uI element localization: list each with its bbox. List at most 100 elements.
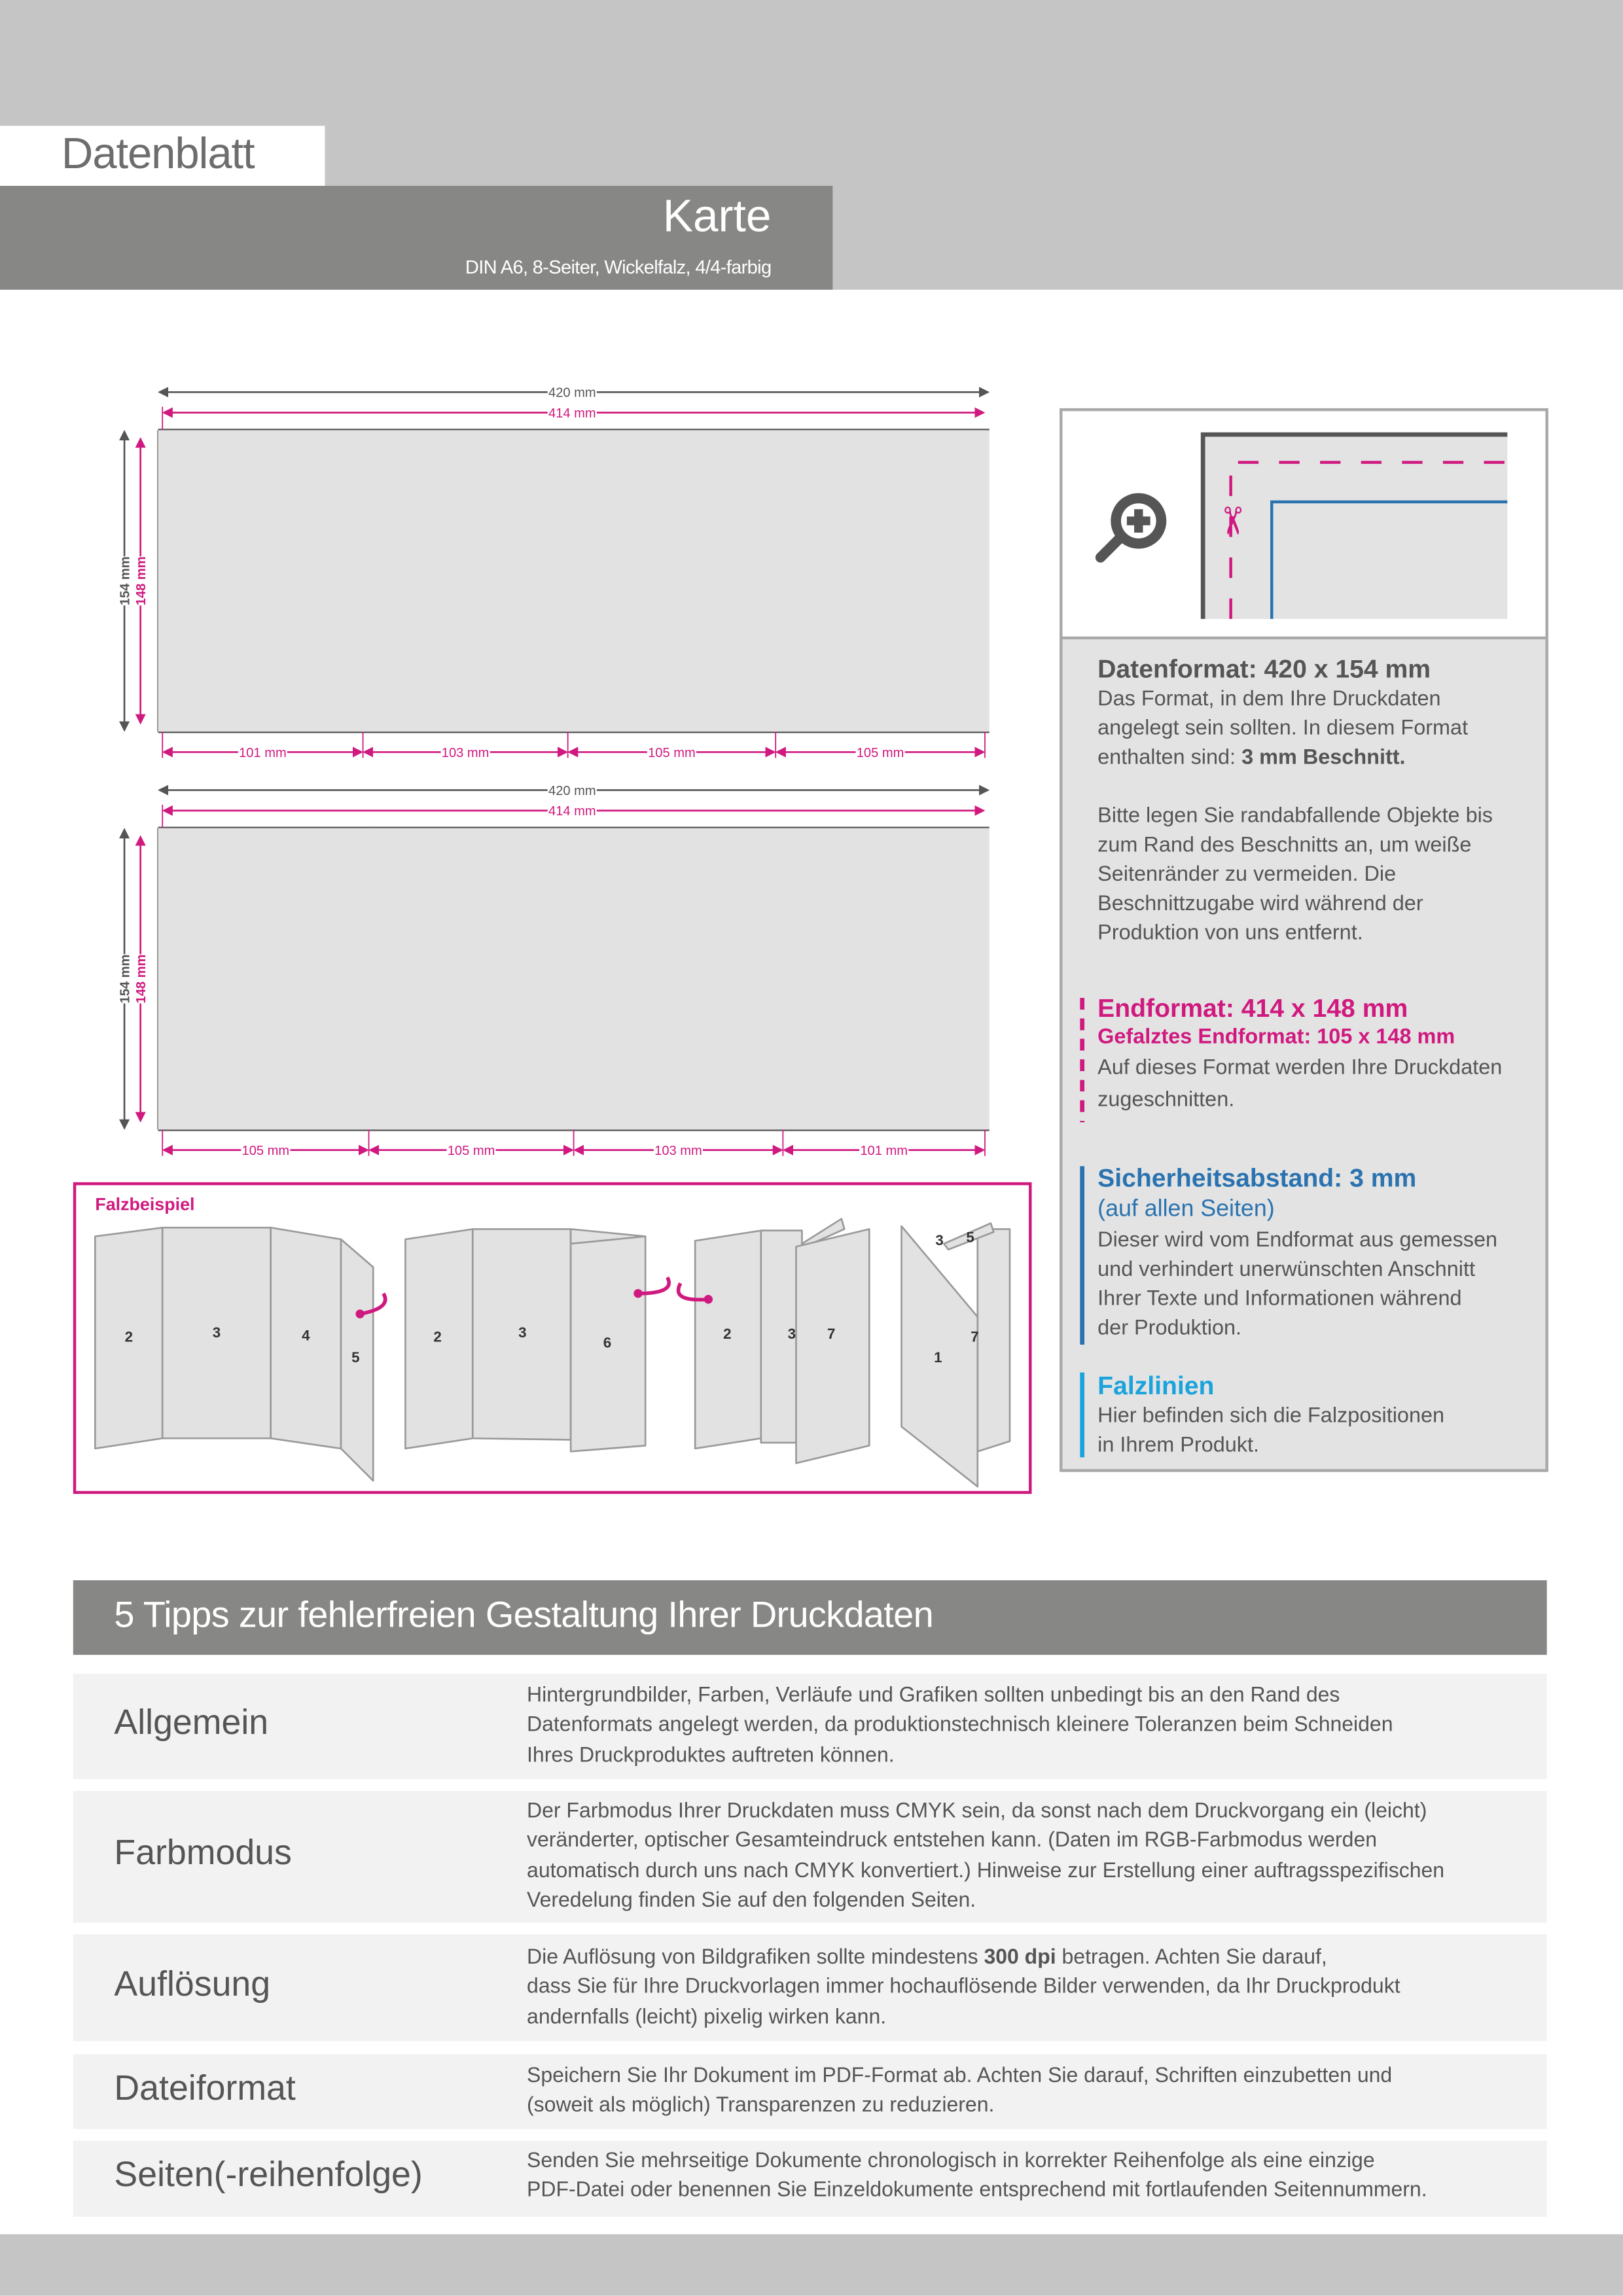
fold-step-2: 2 3 6 <box>404 1228 647 1453</box>
panel-width-label-group: 105 mm <box>855 745 905 760</box>
endformat-title: Endformat: 414 x 148 mm <box>1097 993 1408 1023</box>
tip-line: andernfalls (leicht) pixelig wirken kann… <box>527 2005 887 2029</box>
height-trim-label: 148 mm <box>134 556 149 605</box>
panel-width-label: 103 mm <box>654 1144 702 1158</box>
datenformat-line: Das Format, in dem Ihre Druckdaten <box>1097 688 1441 711</box>
height-total-label-group: 154 mm <box>116 556 132 606</box>
panel-width-label: 101 mm <box>860 1144 908 1158</box>
panel-width-label-bg <box>241 1142 291 1157</box>
tip-row-farbmodus: Farbmodus Der Farbmodus Ihrer Druckdaten… <box>73 1791 1547 1923</box>
tip-line: Hintergrundbilder, Farben, Verläufe und … <box>527 1684 1340 1708</box>
falzlinien-line: Hier befinden sich die Falzpositionen <box>1097 1404 1445 1428</box>
folded-panel <box>795 1228 870 1464</box>
panel-number: 4 <box>302 1327 310 1343</box>
endformat-line: zugeschnitten. <box>1097 1088 1235 1112</box>
tip-line: Die Auflösung von Bildgrafiken sollte mi… <box>527 1943 1551 1973</box>
magnifier-plus-icon <box>1095 493 1167 563</box>
info-panel: ✂ Datenformat: 420 x 154 mm Das Format, … <box>1060 408 1548 1472</box>
width-trim-label-bg <box>547 803 597 819</box>
panel-width-label-group: 101 mm <box>859 1142 909 1158</box>
scissors-icon: ✂ <box>1211 505 1253 537</box>
sicherheit-subtitle: (auf allen Seiten) <box>1097 1197 1275 1222</box>
tip-line-text: Die Auflösung von Bildgrafiken sollte mi… <box>527 1946 984 1969</box>
fold-arrow-shaft <box>637 1276 671 1296</box>
folded-panel <box>901 1225 979 1488</box>
panel-width-label-group: 105 mm <box>446 1142 496 1158</box>
tips-title: 5 Tipps zur fehlerfreien Gestaltung Ihre… <box>114 1595 934 1636</box>
datenformat-para2-line: Produktion von uns entfernt. <box>1097 921 1363 945</box>
panel-number: 6 <box>603 1335 611 1351</box>
product-title: Karte <box>662 190 772 241</box>
datenformat-para2-line: zum Rand des Beschnitts an, um weiße <box>1097 834 1472 858</box>
width-total-label-group: 420 mm <box>547 385 597 400</box>
panel-width-label-group: 103 mm <box>440 745 490 760</box>
tip-label: Dateiformat <box>114 2068 296 2109</box>
panel-width-label: 101 mm <box>239 746 287 760</box>
tip-row-dateiformat: Dateiformat Speichern Sie Ihr Dokument i… <box>73 2054 1547 2129</box>
datenformat-para2-line: Seitenränder zu vermeiden. Die <box>1097 863 1397 887</box>
folded-panel <box>976 1228 1011 1453</box>
datenformat-line: angelegt sein sollten. In diesem Format <box>1097 716 1469 741</box>
tip-text: Senden Sie mehrseitige Dokumente chronol… <box>527 2147 1551 2206</box>
fold-example-title: Falzbeispiel <box>95 1193 195 1215</box>
panel-width-label-bg <box>647 745 696 760</box>
tip-line: Senden Sie mehrseitige Dokumente chronol… <box>527 2149 1375 2173</box>
sicherheit-line: der Produktion. <box>1097 1316 1242 1341</box>
doc-type-title: Datenblatt <box>61 130 255 179</box>
folded-panel <box>340 1238 374 1482</box>
sicherheit-line: und verhindert unerwünschten Anschnitt <box>1097 1258 1475 1282</box>
safety-line <box>1270 500 1508 619</box>
width-total-label: 420 mm <box>548 784 596 798</box>
bleed-edge <box>1200 432 1508 619</box>
tip-line: Der Farbmodus Ihrer Druckdaten muss CMYK… <box>527 1799 1427 1824</box>
fold-arrow-icon <box>355 1292 387 1318</box>
tip-line: dass Sie für Ihre Druckvorlagen immer ho… <box>527 1975 1400 2000</box>
tip-line-text: betragen. Achten Sie darauf, <box>1056 1946 1327 1969</box>
height-trim-label-bg <box>133 556 148 606</box>
panel-width-label-group: 105 mm <box>241 1142 291 1158</box>
width-trim-label-group: 414 mm <box>547 405 597 421</box>
width-total-label-bg <box>547 385 597 400</box>
tip-text: Speichern Sie Ihr Dokument im PDF-Format… <box>527 2062 1551 2121</box>
falzlinien-line: in Ihrem Produkt. <box>1097 1434 1260 1458</box>
tip-line: (soweit als möglich) Transparenzen zu re… <box>527 2094 995 2118</box>
fold-arrow-head <box>633 1289 643 1298</box>
panel-width-label: 105 mm <box>242 1144 290 1158</box>
panel-number: 1 <box>934 1349 942 1366</box>
fold-arrow-head <box>355 1309 365 1318</box>
panel-width-label-bg <box>653 1142 704 1157</box>
panel-width-label: 103 mm <box>442 746 490 760</box>
endformat-subtitle: Gefalztes Endformat: 105 x 148 mm <box>1097 1025 1455 1050</box>
tip-line: Ihres Druckproduktes auftreten können. <box>527 1743 895 1767</box>
panel-number: 5 <box>351 1349 359 1366</box>
panel-number: 7 <box>827 1326 835 1342</box>
width-total-label: 420 mm <box>548 386 596 400</box>
height-trim-label-group: 148 mm <box>133 556 149 606</box>
height-total-label-bg <box>116 954 132 1004</box>
panel-width-label-bg <box>859 1142 909 1157</box>
datenformat-title: Datenformat: 420 x 154 mm <box>1097 654 1431 684</box>
height-total-label-bg <box>116 556 132 606</box>
trim-line <box>1229 461 1508 619</box>
endformat-block: Endformat: 414 x 148 mm Gefalztes Endfor… <box>1097 993 1537 1116</box>
bleed-detail-illustration: ✂ <box>1095 432 1508 619</box>
tip-line: Speichern Sie Ihr Dokument im PDF-Format… <box>527 2064 1393 2089</box>
fold-step-3: 2 3 7 <box>694 1218 870 1464</box>
sicherheit-title: Sicherheitsabstand: 3 mm <box>1097 1163 1417 1193</box>
panel-number: 2 <box>433 1329 441 1345</box>
tips-header: 5 Tipps zur fehlerfreien Gestaltung Ihre… <box>73 1580 1547 1655</box>
tip-line: veränderter, optischer Gesamteindruck en… <box>527 1829 1378 1853</box>
height-total-label-group: 154 mm <box>116 954 132 1004</box>
sicherheit-block: Sicherheitsabstand: 3 mm (auf allen Seit… <box>1097 1163 1537 1343</box>
fold-arrow-shaft <box>676 1282 709 1302</box>
width-total-label-group: 420 mm <box>547 783 597 798</box>
fold-arrow-shaft <box>359 1292 387 1316</box>
panel-width-label-bg <box>238 745 287 760</box>
tip-row-allgemein: Allgemein Hintergrundbilder, Farben, Ver… <box>73 1674 1547 1780</box>
safety-marker-bar <box>1080 1166 1085 1345</box>
height-total-label: 154 mm <box>118 955 132 1004</box>
panel-width-label-group: 103 mm <box>653 1142 704 1158</box>
fold-arrow-icon <box>633 1276 671 1298</box>
